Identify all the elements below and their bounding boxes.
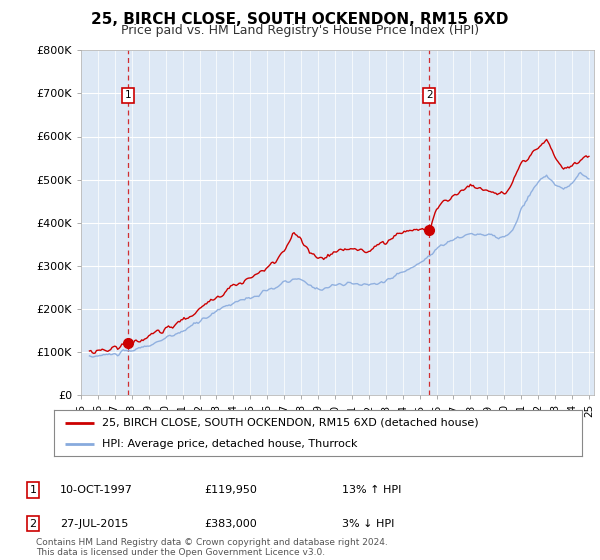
Text: 1: 1 bbox=[29, 485, 37, 495]
Text: 13% ↑ HPI: 13% ↑ HPI bbox=[342, 485, 401, 495]
Text: 2: 2 bbox=[29, 519, 37, 529]
Text: HPI: Average price, detached house, Thurrock: HPI: Average price, detached house, Thur… bbox=[101, 439, 357, 449]
Text: Contains HM Land Registry data © Crown copyright and database right 2024.
This d: Contains HM Land Registry data © Crown c… bbox=[36, 538, 388, 557]
Text: £383,000: £383,000 bbox=[204, 519, 257, 529]
Text: Price paid vs. HM Land Registry's House Price Index (HPI): Price paid vs. HM Land Registry's House … bbox=[121, 24, 479, 37]
Text: £119,950: £119,950 bbox=[204, 485, 257, 495]
Text: 2: 2 bbox=[426, 90, 433, 100]
Text: 27-JUL-2015: 27-JUL-2015 bbox=[60, 519, 128, 529]
Text: 10-OCT-1997: 10-OCT-1997 bbox=[60, 485, 133, 495]
Text: 1: 1 bbox=[125, 90, 131, 100]
Text: 3% ↓ HPI: 3% ↓ HPI bbox=[342, 519, 394, 529]
Text: 25, BIRCH CLOSE, SOUTH OCKENDON, RM15 6XD: 25, BIRCH CLOSE, SOUTH OCKENDON, RM15 6X… bbox=[91, 12, 509, 27]
Text: 25, BIRCH CLOSE, SOUTH OCKENDON, RM15 6XD (detached house): 25, BIRCH CLOSE, SOUTH OCKENDON, RM15 6X… bbox=[101, 418, 478, 428]
